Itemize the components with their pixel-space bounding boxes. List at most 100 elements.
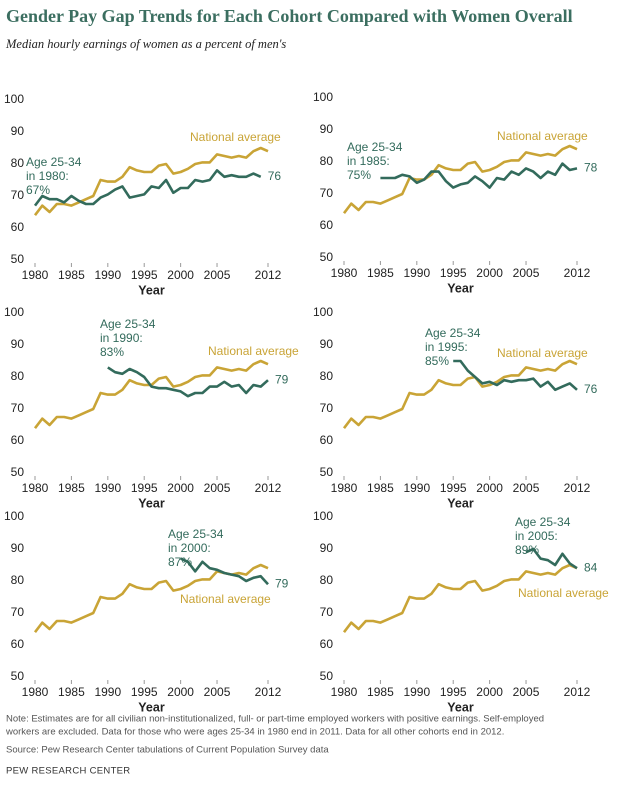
series-label: National average xyxy=(208,344,299,358)
y-tick-label: 80 xyxy=(320,369,334,383)
y-tick-label: 90 xyxy=(320,541,334,555)
y-tick-label: 90 xyxy=(320,122,334,136)
series-line xyxy=(33,359,269,429)
end-label: 76 xyxy=(268,169,282,183)
y-tick-label: 50 xyxy=(11,252,25,266)
y-tick-label: 50 xyxy=(320,465,334,479)
annotation: Age 25-34 xyxy=(168,527,224,541)
series-line xyxy=(33,146,269,216)
title: Gender Pay Gap Trends for Each Cohort Co… xyxy=(6,6,573,26)
annotation: Age 25-34 xyxy=(100,317,156,331)
x-tick-label: 2005 xyxy=(513,685,540,699)
y-tick-label: 60 xyxy=(320,433,334,447)
x-tick-label: 2005 xyxy=(204,481,231,495)
x-tick-label: 2000 xyxy=(167,685,194,699)
y-tick-label: 60 xyxy=(320,637,334,651)
x-tick-label: 1980 xyxy=(331,481,358,495)
series-line xyxy=(453,359,578,392)
y-tick-label: 50 xyxy=(320,669,334,683)
x-tick-label: 1980 xyxy=(22,685,49,699)
x-tick-label: 1990 xyxy=(403,685,430,699)
annotation: Age 25-34 xyxy=(26,155,82,169)
x-tick-label: 1985 xyxy=(367,685,394,699)
x-axis-label: Year xyxy=(447,700,474,714)
x-tick-label: 2005 xyxy=(513,481,540,495)
y-tick-label: 80 xyxy=(11,573,25,587)
end-label: 76 xyxy=(584,382,598,396)
x-tick-label: 2000 xyxy=(476,481,503,495)
x-axis-label: Year xyxy=(447,496,474,510)
source: Source: Pew Research Center tabulations … xyxy=(6,745,329,756)
y-tick-label: 90 xyxy=(11,124,25,138)
x-tick-label: 1985 xyxy=(367,481,394,495)
x-tick-label: 2012 xyxy=(564,685,591,699)
x-tick-label: 1985 xyxy=(58,268,85,282)
y-tick-label: 60 xyxy=(320,218,334,232)
x-tick-label: 2000 xyxy=(476,685,503,699)
x-tick-label: 1995 xyxy=(440,266,467,280)
y-tick-label: 100 xyxy=(4,92,24,106)
annotation: Age 25-34 xyxy=(515,515,571,529)
series-line xyxy=(107,366,269,398)
x-tick-label: 2012 xyxy=(564,481,591,495)
y-tick-label: 100 xyxy=(4,305,24,319)
x-tick-label: 1990 xyxy=(94,685,121,699)
x-tick-label: 1985 xyxy=(367,266,394,280)
footer: PEW RESEARCH CENTER xyxy=(6,766,130,777)
series-label: National average xyxy=(497,129,588,143)
x-tick-label: 1995 xyxy=(440,481,467,495)
x-tick-label: 1995 xyxy=(440,685,467,699)
annotation: 83% xyxy=(100,345,124,359)
x-tick-label: 2005 xyxy=(513,266,540,280)
series-label: National average xyxy=(518,586,609,600)
y-tick-label: 60 xyxy=(11,220,25,234)
y-tick-label: 80 xyxy=(320,154,334,168)
annotation: 85% xyxy=(425,354,449,368)
x-axis-label: Year xyxy=(138,496,165,510)
y-tick-label: 60 xyxy=(11,637,25,651)
y-tick-label: 70 xyxy=(11,605,25,619)
y-tick-label: 100 xyxy=(313,509,333,523)
y-tick-label: 70 xyxy=(320,401,334,415)
y-tick-label: 50 xyxy=(320,250,334,264)
annotation: 75% xyxy=(347,168,371,182)
x-tick-label: 1985 xyxy=(58,685,85,699)
x-tick-label: 1980 xyxy=(331,685,358,699)
x-tick-label: 2012 xyxy=(564,266,591,280)
series-label: National average xyxy=(190,130,281,144)
series-line xyxy=(525,547,578,570)
x-tick-label: 2005 xyxy=(204,685,231,699)
annotation: in 1985: xyxy=(347,154,390,168)
annotation: in 2005: xyxy=(515,529,558,543)
series-label: National average xyxy=(497,346,588,360)
x-tick-label: 2000 xyxy=(167,481,194,495)
y-tick-label: 90 xyxy=(11,337,25,351)
y-tick-label: 80 xyxy=(11,369,25,383)
x-tick-label: 2005 xyxy=(204,268,231,282)
x-tick-label: 1985 xyxy=(58,481,85,495)
x-tick-label: 1990 xyxy=(94,268,121,282)
subtitle: Median hourly earnings of women as a per… xyxy=(5,37,286,51)
x-tick-label: 1995 xyxy=(131,481,158,495)
x-tick-label: 1990 xyxy=(94,481,121,495)
series-line xyxy=(342,359,578,429)
y-tick-label: 80 xyxy=(320,573,334,587)
annotation: Age 25-34 xyxy=(347,140,403,154)
annotation: 67% xyxy=(26,183,50,197)
series-label: National average xyxy=(180,592,271,606)
x-tick-label: 1990 xyxy=(403,481,430,495)
x-tick-label: 1980 xyxy=(331,266,358,280)
x-tick-label: 1995 xyxy=(131,268,158,282)
y-tick-label: 100 xyxy=(313,90,333,104)
y-tick-label: 50 xyxy=(11,669,25,683)
annotation: 87% xyxy=(168,555,192,569)
annotation: in 1980: xyxy=(26,169,69,183)
y-tick-label: 60 xyxy=(11,433,25,447)
x-tick-label: 1990 xyxy=(403,266,430,280)
y-tick-label: 100 xyxy=(4,509,24,523)
y-tick-label: 70 xyxy=(11,188,25,202)
x-axis-label: Year xyxy=(138,700,165,714)
end-label: 78 xyxy=(584,161,598,175)
x-tick-label: 2000 xyxy=(476,266,503,280)
